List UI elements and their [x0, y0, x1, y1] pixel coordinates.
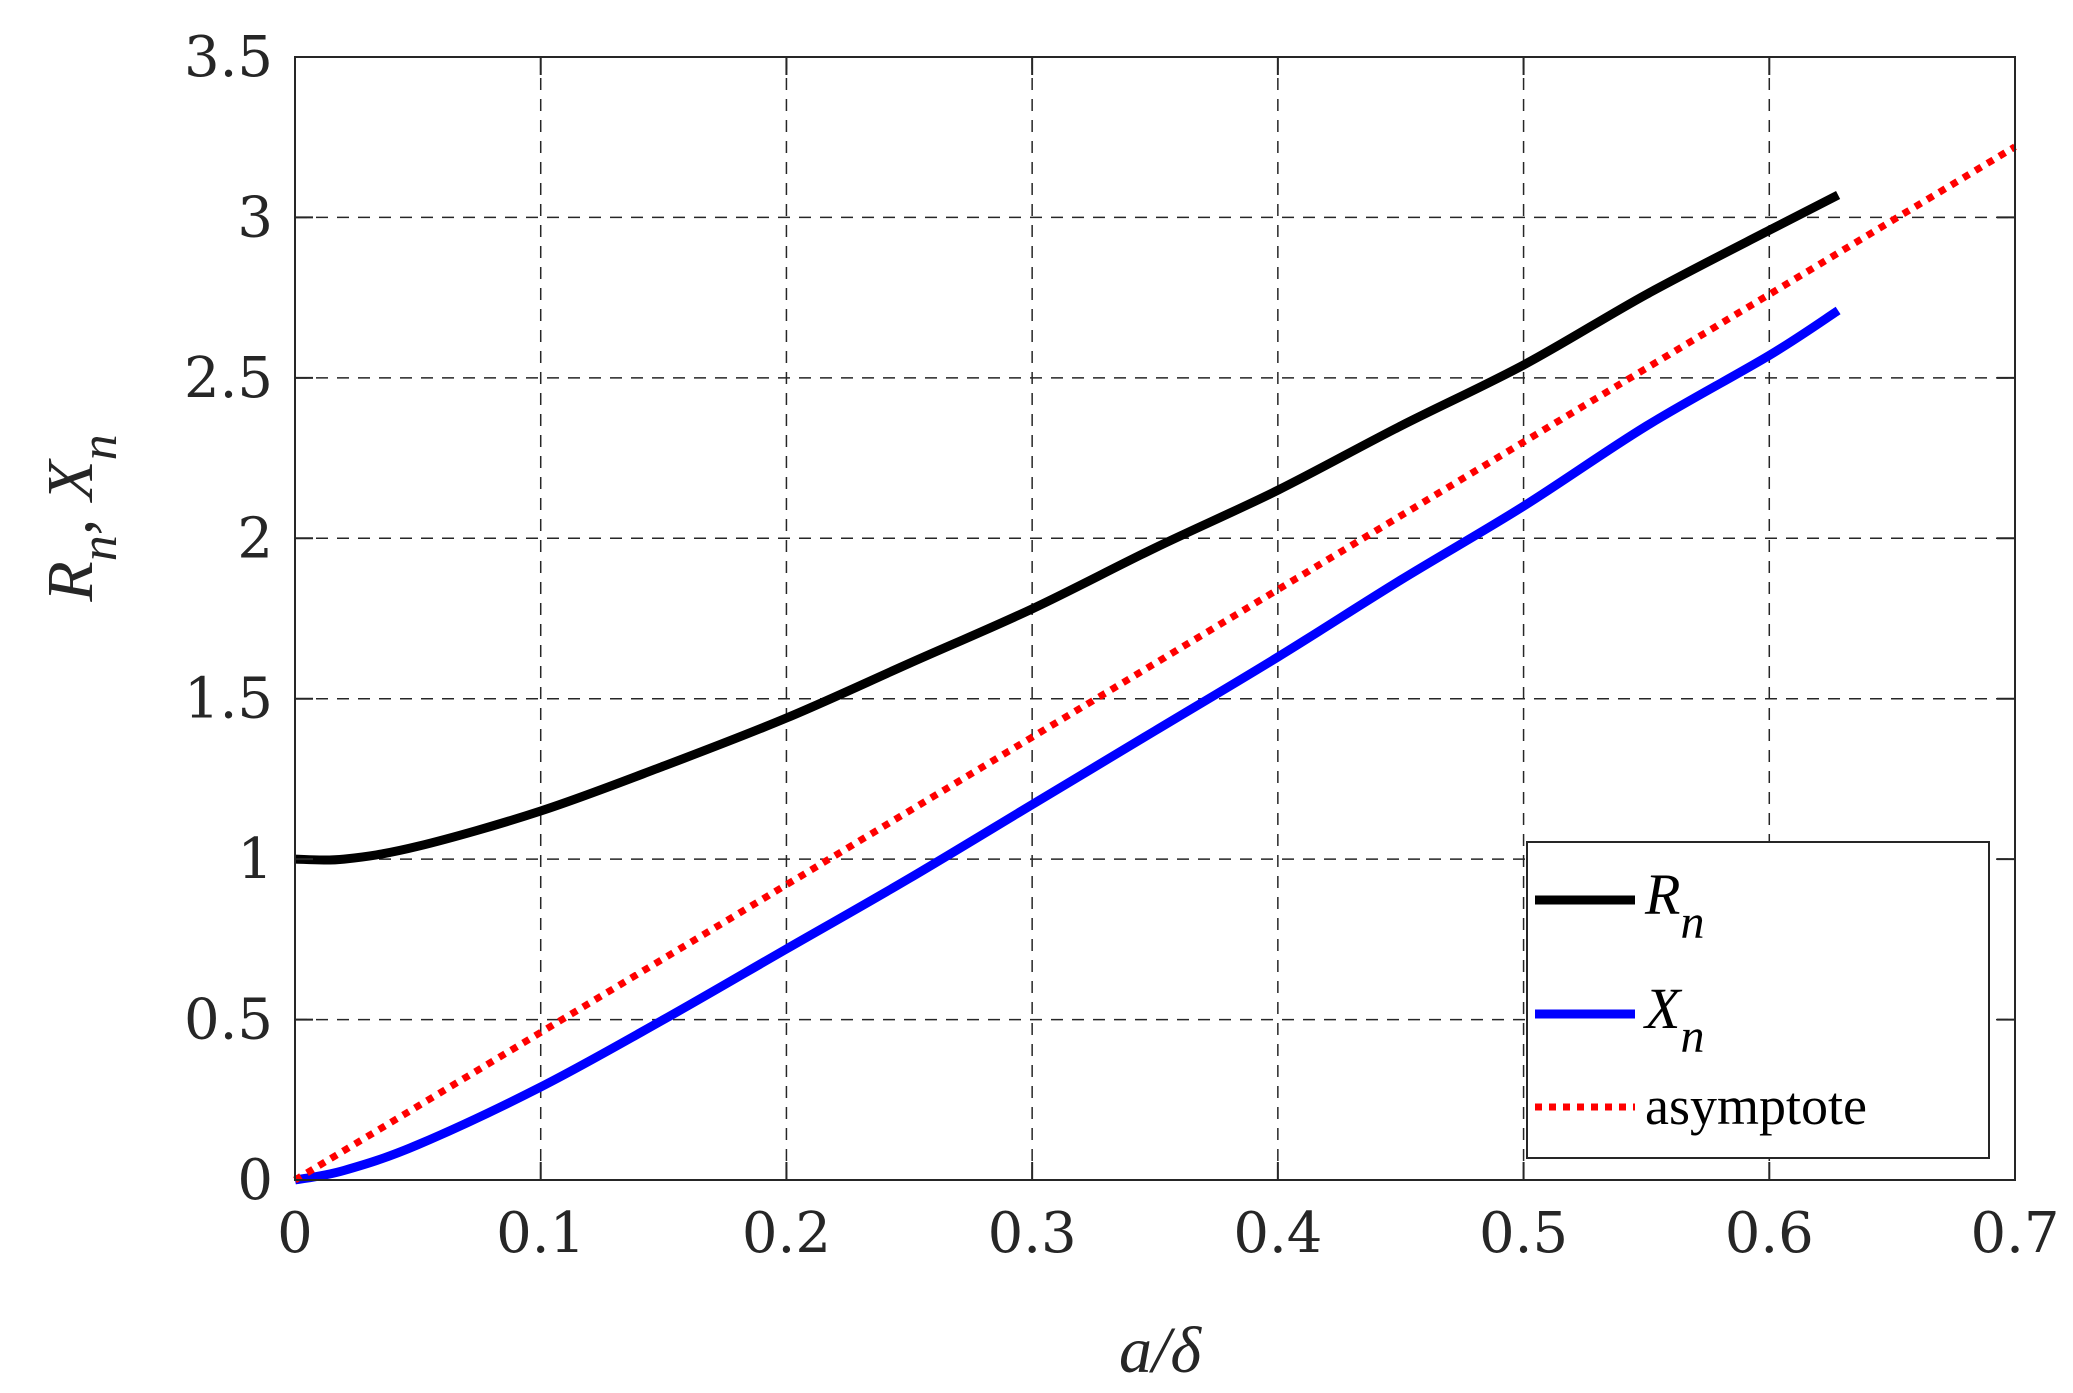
x-tick-label: 0.7 — [1970, 1201, 2059, 1266]
x-tick-label: 0.2 — [742, 1201, 831, 1266]
y-axis-label: Rn, Xn — [34, 434, 128, 602]
x-tick-label: 0.3 — [988, 1201, 1077, 1266]
series-line-r-n — [294, 190, 1841, 865]
series-line-x-n — [294, 306, 1841, 1185]
x-tick-label: 0.1 — [496, 1201, 585, 1266]
y-axis-label-separator: , — [34, 519, 107, 536]
y-tick-label: 1.5 — [184, 667, 273, 732]
svg-text:Rn,Xn: Rn, Xn — [34, 434, 128, 602]
legend-label-r: Rn — [1644, 862, 1704, 949]
x-axis-label: a/δ — [1119, 1314, 1202, 1387]
y-tick-label: 0.5 — [184, 988, 273, 1053]
x-tick-label: 0.5 — [1479, 1201, 1568, 1266]
y-tick-label: 0 — [237, 1148, 273, 1213]
y-axis-label-first: R — [34, 561, 107, 602]
y-tick-labels: 0 0.5 1 1.5 2 2.5 3 3.5 — [184, 25, 273, 1213]
y-tick-label: 2.5 — [184, 346, 273, 411]
x-tick-labels: 0 0.1 0.2 0.3 0.4 0.5 0.6 0.7 — [277, 1201, 2059, 1266]
x-tick-label: 0.4 — [1233, 1201, 1322, 1266]
legend-box — [1526, 841, 1990, 1159]
plot-frame — [294, 56, 2016, 1181]
y-axis-label-second: X — [34, 458, 107, 504]
series-layer — [293, 143, 2017, 1185]
x-tick-label: 0.6 — [1725, 1201, 1814, 1266]
x-tick-label: 0 — [277, 1201, 313, 1266]
legend: Rn Xn asymptote — [1526, 841, 1990, 1159]
y-tick-label: 3 — [237, 185, 273, 250]
y-axis-label-first-sub: n — [71, 535, 128, 561]
tick-marks — [294, 56, 2016, 1181]
y-tick-label: 2 — [237, 506, 273, 571]
legend-label-x: Xn — [1643, 976, 1704, 1063]
y-axis-label-second-sub: n — [71, 434, 128, 460]
y-tick-label: 1 — [237, 827, 273, 892]
series-line-asymptote — [293, 143, 2017, 1184]
legend-label-asymptote: asymptote — [1645, 1076, 1867, 1136]
y-tick-label: 3.5 — [184, 25, 273, 90]
